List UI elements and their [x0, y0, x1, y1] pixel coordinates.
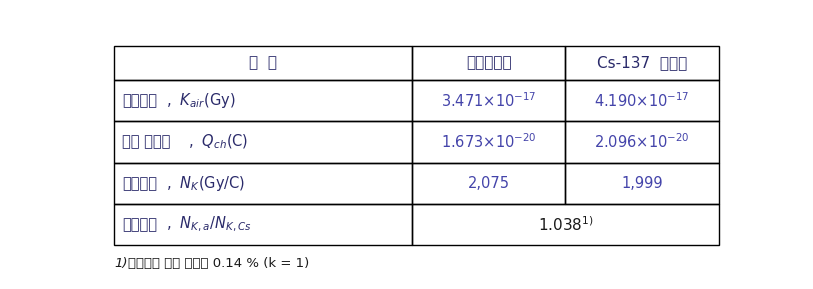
Bar	[412, 163, 566, 204]
Bar	[412, 204, 720, 245]
Text: $1.038^{1)}$: $1.038^{1)}$	[538, 215, 593, 234]
Text: 보정인자: 보정인자	[122, 217, 157, 232]
Bar	[114, 163, 412, 204]
Text: $2.096{\times}10^{-20}$: $2.096{\times}10^{-20}$	[594, 133, 690, 151]
Text: 소멸감마선: 소멸감마선	[466, 55, 511, 71]
Bar	[114, 46, 412, 80]
Text: ,  $N_{K,a}$/$N_{K,Cs}$: , $N_{K,a}$/$N_{K,Cs}$	[166, 215, 251, 234]
Text: 전산모사 통계 불확도 0.14 % (k = 1): 전산모사 통계 불확도 0.14 % (k = 1)	[128, 257, 309, 270]
Text: 1): 1)	[114, 257, 128, 270]
Text: 구  분: 구 분	[250, 55, 277, 71]
Text: 교정인자: 교정인자	[122, 176, 157, 191]
Text: ,  $K_{air}$(Gy): , $K_{air}$(Gy)	[166, 91, 235, 110]
Text: 공동 전하량: 공동 전하량	[122, 135, 170, 149]
Bar	[114, 121, 412, 163]
Bar	[566, 80, 720, 121]
Text: 2,075: 2,075	[468, 176, 510, 191]
Bar	[566, 121, 720, 163]
Bar	[412, 80, 566, 121]
Bar	[412, 121, 566, 163]
Text: ,  $Q_{ch}$(C): , $Q_{ch}$(C)	[188, 133, 248, 151]
Text: 공기커마: 공기커마	[122, 93, 157, 108]
Text: $3.471{\times}10^{-17}$: $3.471{\times}10^{-17}$	[441, 92, 537, 110]
Bar	[412, 46, 566, 80]
Text: $4.190{\times}10^{-17}$: $4.190{\times}10^{-17}$	[594, 92, 690, 110]
Bar	[566, 163, 720, 204]
Bar	[566, 46, 720, 80]
Bar	[114, 80, 412, 121]
Bar	[114, 204, 412, 245]
Text: Cs-137  감마선: Cs-137 감마선	[598, 55, 688, 71]
Text: ,  $N_{K}$(Gy/C): , $N_{K}$(Gy/C)	[166, 174, 246, 193]
Text: $1.673{\times}10^{-20}$: $1.673{\times}10^{-20}$	[441, 133, 537, 151]
Text: 1,999: 1,999	[621, 176, 663, 191]
